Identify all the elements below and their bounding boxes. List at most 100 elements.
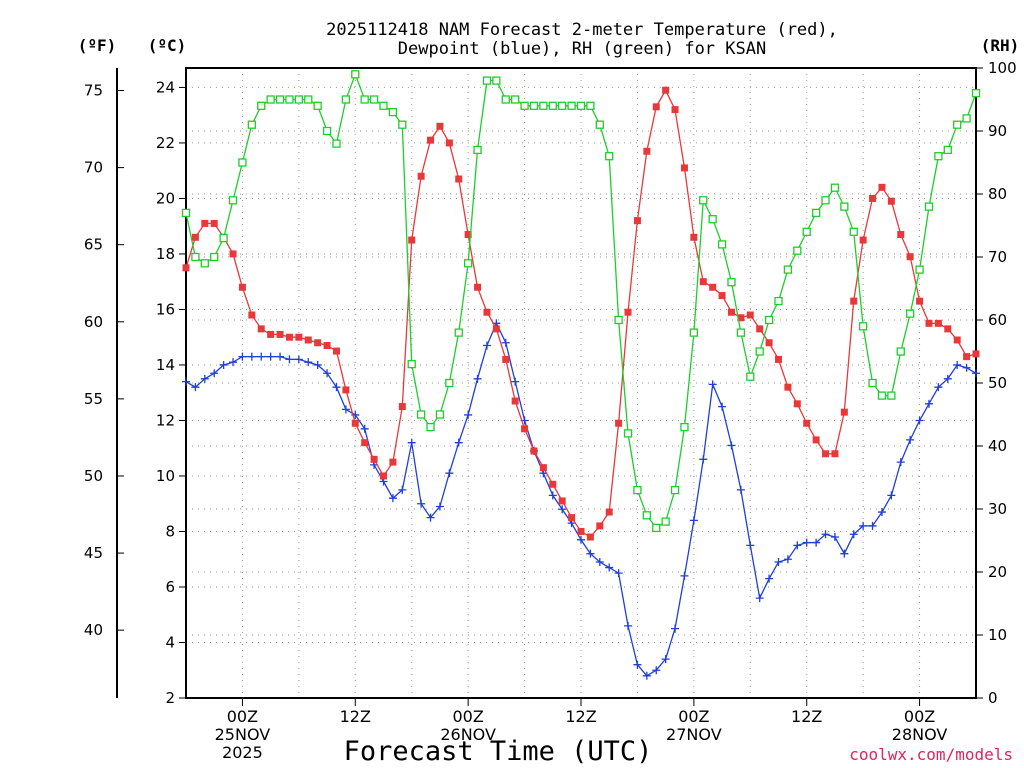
dewpoint-point	[482, 341, 491, 350]
rh-point	[332, 139, 341, 148]
rh-point	[614, 315, 623, 325]
grid-lines	[186, 68, 977, 699]
rh-point	[830, 183, 840, 192]
time-tick-label: 2025	[222, 743, 263, 762]
rh-point	[181, 208, 191, 218]
temperature-point	[887, 197, 895, 205]
dewpoint-point	[398, 485, 407, 494]
fahrenheit-tick-label: 55	[84, 390, 103, 408]
dewpoint-point	[962, 363, 971, 372]
temperature-point	[605, 508, 613, 516]
rh-point	[304, 95, 313, 104]
dewpoint-line	[185, 321, 977, 677]
fahrenheit-unit-label: (ºF)	[78, 36, 117, 55]
rh-tick-label: 80	[988, 185, 1007, 203]
rh-point	[802, 227, 811, 236]
rh-point	[369, 95, 379, 104]
dewpoint-point	[332, 383, 341, 392]
rh-point	[482, 76, 492, 85]
temperature-point	[398, 403, 406, 411]
temperature-point	[521, 425, 529, 433]
temperature-point	[878, 183, 886, 191]
temperature-point	[304, 336, 312, 344]
dewpoint-point	[586, 549, 595, 558]
rh-point	[416, 410, 426, 419]
temperature-point	[474, 283, 482, 291]
dewpoint-point	[266, 352, 275, 361]
fahrenheit-tick-label: 70	[84, 159, 103, 177]
dewpoint-point	[774, 558, 783, 567]
dewpoint-point	[877, 508, 886, 517]
rh-point	[755, 347, 764, 356]
temperature-point	[248, 311, 256, 319]
rh-point	[971, 89, 981, 98]
rh-point	[849, 227, 858, 236]
dewpoint-point	[736, 485, 745, 494]
rh-point	[520, 101, 529, 110]
rh-point	[623, 429, 633, 438]
dewpoint-point	[323, 369, 332, 378]
dewpoint-point	[812, 538, 821, 547]
rh-point	[736, 328, 746, 337]
rh-point	[379, 101, 388, 110]
rh-point	[896, 347, 905, 356]
rh-point	[915, 265, 924, 274]
rh-point	[962, 114, 971, 123]
rh-point	[558, 101, 567, 110]
temperature-point	[812, 436, 820, 444]
dewpoint-point	[426, 513, 435, 522]
dewpoint-point	[680, 571, 689, 580]
temperature-point	[483, 308, 491, 316]
fahrenheit-tick-label: 40	[84, 621, 103, 639]
rh-point	[783, 265, 793, 274]
rh-point	[793, 246, 802, 255]
dewpoint-point	[783, 555, 792, 564]
dewpoint-point	[182, 377, 190, 386]
temperature-point	[577, 527, 585, 535]
dewpoint-point	[699, 455, 708, 464]
dewpoint-point	[605, 563, 614, 572]
temperature-point	[643, 147, 651, 155]
time-tick-label: 12Z	[340, 707, 371, 726]
rh-point	[445, 378, 454, 388]
temperature-point	[822, 450, 830, 458]
temperature-point	[502, 355, 510, 363]
series-layer	[181, 70, 981, 680]
dewpoint-point	[435, 502, 444, 511]
time-tick-label: 27NOV	[666, 725, 722, 744]
temperature-point	[680, 164, 688, 172]
dewpoint-point	[802, 538, 811, 547]
dewpoint-point	[821, 530, 830, 539]
temperature-point	[690, 233, 698, 241]
dewpoint-point	[765, 574, 774, 583]
chart-title-line2: Dewpoint (blue), RH (green) for KSAN	[398, 39, 766, 59]
temperature-point	[831, 450, 839, 458]
dewpoint-point	[915, 416, 924, 425]
rh-point	[351, 70, 360, 79]
temperature-point	[549, 480, 557, 488]
rh-point	[924, 202, 934, 211]
rh-point	[605, 152, 614, 161]
celsius-tick-label: 14	[156, 356, 175, 374]
rh-point	[426, 422, 435, 432]
rh-point	[407, 359, 416, 369]
series-dewpoint	[182, 319, 980, 680]
rh-point	[388, 107, 398, 117]
dewpoint-point	[755, 594, 764, 603]
dewpoint-point	[548, 491, 557, 500]
temperature-point	[417, 172, 425, 180]
dewpoint-point	[238, 352, 247, 361]
dewpoint-point	[830, 533, 839, 542]
dewpoint-point	[595, 558, 604, 567]
rh-point	[219, 233, 228, 243]
temperature-point	[229, 250, 237, 258]
temperature-point	[370, 455, 378, 463]
rh-point	[689, 328, 699, 337]
dewpoint-point	[934, 383, 943, 392]
rh-point	[492, 76, 501, 85]
temperature-point	[624, 308, 632, 316]
celsius-tick-label: 24	[156, 78, 175, 96]
rh-point	[906, 309, 915, 318]
